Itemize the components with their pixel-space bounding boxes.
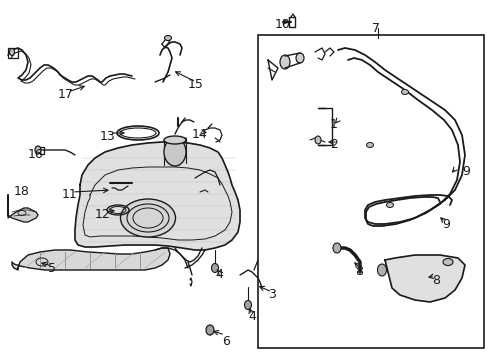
Text: 4: 4 bbox=[215, 268, 223, 281]
Ellipse shape bbox=[386, 202, 393, 207]
Ellipse shape bbox=[9, 49, 15, 55]
Ellipse shape bbox=[401, 90, 407, 94]
Ellipse shape bbox=[332, 243, 340, 253]
Polygon shape bbox=[12, 248, 170, 270]
Ellipse shape bbox=[163, 138, 185, 166]
Text: 13: 13 bbox=[100, 130, 116, 143]
Text: 10: 10 bbox=[274, 18, 290, 31]
Text: 14: 14 bbox=[192, 128, 207, 141]
Polygon shape bbox=[384, 255, 464, 302]
Text: 1: 1 bbox=[329, 118, 337, 131]
Ellipse shape bbox=[211, 264, 218, 273]
Text: 4: 4 bbox=[247, 310, 255, 323]
Text: 16: 16 bbox=[28, 148, 43, 161]
Polygon shape bbox=[8, 195, 38, 222]
Ellipse shape bbox=[163, 136, 185, 144]
Ellipse shape bbox=[244, 301, 251, 310]
Ellipse shape bbox=[280, 55, 289, 69]
Text: 3: 3 bbox=[267, 288, 275, 301]
Text: 6: 6 bbox=[222, 335, 229, 348]
Text: 15: 15 bbox=[187, 78, 203, 91]
Ellipse shape bbox=[205, 325, 214, 335]
Ellipse shape bbox=[377, 264, 386, 276]
Text: 2: 2 bbox=[329, 138, 337, 151]
Text: 7: 7 bbox=[371, 22, 379, 35]
Ellipse shape bbox=[164, 36, 171, 40]
Text: 8: 8 bbox=[354, 265, 362, 278]
Text: 18: 18 bbox=[14, 185, 30, 198]
Text: 8: 8 bbox=[431, 274, 439, 287]
Bar bbox=[258, 35, 483, 348]
Text: 17: 17 bbox=[58, 88, 74, 101]
Text: 9: 9 bbox=[441, 218, 449, 231]
Ellipse shape bbox=[442, 258, 452, 266]
Text: 5: 5 bbox=[48, 262, 56, 275]
Ellipse shape bbox=[120, 199, 175, 237]
Ellipse shape bbox=[314, 136, 320, 144]
Polygon shape bbox=[75, 142, 240, 250]
Text: 9: 9 bbox=[461, 165, 469, 178]
Text: 11: 11 bbox=[62, 188, 78, 201]
Ellipse shape bbox=[366, 143, 373, 148]
Ellipse shape bbox=[35, 146, 41, 154]
Text: 12: 12 bbox=[95, 208, 110, 221]
Ellipse shape bbox=[295, 53, 304, 63]
